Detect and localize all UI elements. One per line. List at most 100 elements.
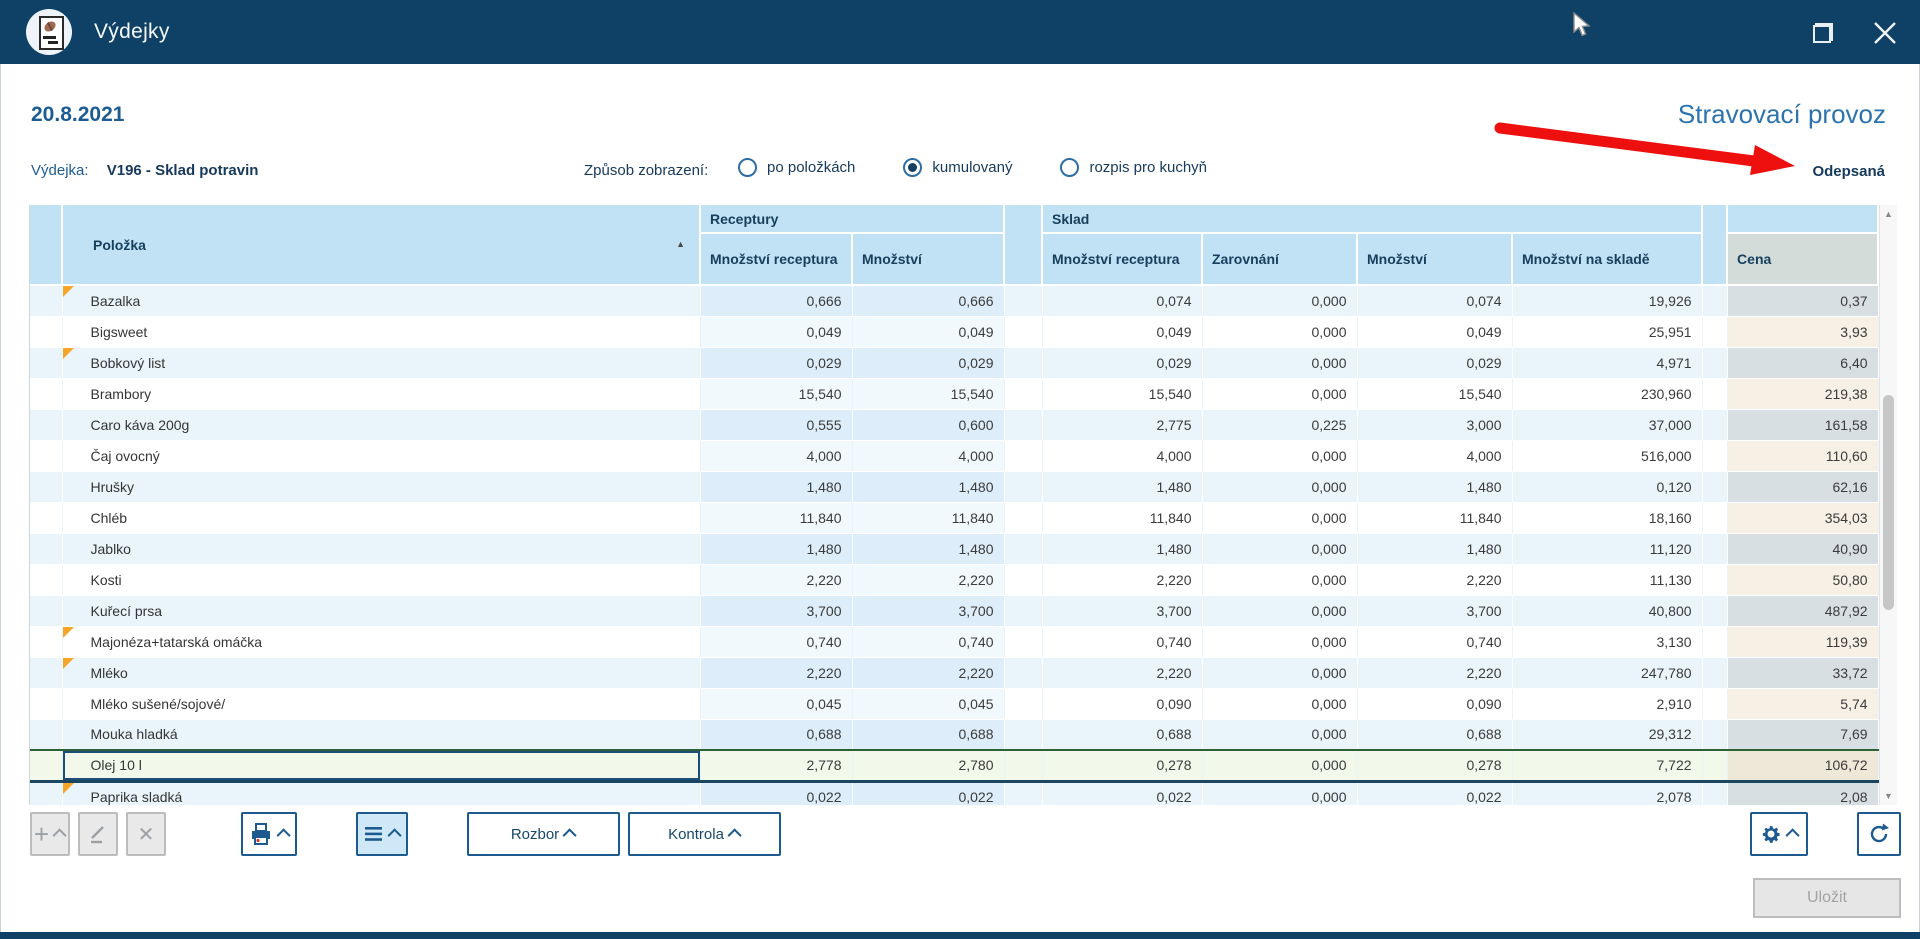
cell-rec-mnozstvi[interactable]: 0,666 xyxy=(852,285,1005,317)
table-row[interactable]: Chléb 11,840 11,840 11,840 0,000 11,840 … xyxy=(30,502,1879,534)
cell-polozka[interactable]: Paprika sladká xyxy=(62,781,701,805)
cell-sklad-mnozstvi-receptura[interactable]: 1,480 xyxy=(1042,533,1203,565)
cell-rec-mnozstvi-receptura[interactable]: 4,000 xyxy=(700,440,853,472)
table-row[interactable]: Mléko 2,220 2,220 2,220 0,000 2,220 247,… xyxy=(30,657,1879,689)
cell-cena[interactable]: 5,74 xyxy=(1727,688,1879,720)
cell-rec-mnozstvi[interactable]: 0,740 xyxy=(852,626,1005,658)
cell-sklad-mnozstvi-receptura[interactable]: 0,049 xyxy=(1042,316,1203,348)
cell-rec-mnozstvi-receptura[interactable]: 3,700 xyxy=(700,595,853,627)
cell-rec-mnozstvi-receptura[interactable]: 2,220 xyxy=(700,657,853,689)
radio-rozpis-pro-kuchyn[interactable]: rozpis pro kuchyň xyxy=(1060,158,1207,177)
column-header-zarovnani[interactable]: Zarovnání xyxy=(1202,233,1358,286)
table-row[interactable]: Olej 10 l 2,778 2,780 0,278 0,000 0,278 … xyxy=(30,749,1879,783)
cell-cena[interactable]: 106,72 xyxy=(1727,749,1879,783)
cell-polozka[interactable]: Majonéza+tatarská omáčka xyxy=(62,626,701,658)
cell-rec-mnozstvi-receptura[interactable]: 0,049 xyxy=(700,316,853,348)
cell-cena[interactable]: 110,60 xyxy=(1727,440,1879,472)
cell-rec-mnozstvi[interactable]: 2,780 xyxy=(852,749,1005,783)
cell-rec-mnozstvi[interactable]: 0,600 xyxy=(852,409,1005,441)
cell-zarovnani[interactable]: 0,000 xyxy=(1202,533,1358,565)
cell-rec-mnozstvi-receptura[interactable]: 0,666 xyxy=(700,285,853,317)
cell-polozka[interactable]: Brambory xyxy=(62,378,701,410)
cell-mnozstvi-na-sklade[interactable]: 4,971 xyxy=(1512,347,1703,379)
cell-cena[interactable]: 62,16 xyxy=(1727,471,1879,503)
cell-polozka[interactable]: Hrušky xyxy=(62,471,701,503)
row-marker-cell[interactable] xyxy=(30,502,63,534)
cell-mnozstvi[interactable]: 0,090 xyxy=(1357,688,1513,720)
cell-mnozstvi[interactable]: 0,074 xyxy=(1357,285,1513,317)
cell-polozka[interactable]: Mléko sušené/sojové/ xyxy=(62,688,701,720)
delete-row-button[interactable]: ✕ xyxy=(126,812,166,856)
settings-button[interactable] xyxy=(1750,812,1808,856)
cell-mnozstvi-na-sklade[interactable]: 37,000 xyxy=(1512,409,1703,441)
cell-polozka[interactable]: Caro káva 200g xyxy=(62,409,701,441)
cell-sklad-mnozstvi-receptura[interactable]: 4,000 xyxy=(1042,440,1203,472)
cell-cena[interactable]: 161,58 xyxy=(1727,409,1879,441)
cell-rec-mnozstvi-receptura[interactable]: 15,540 xyxy=(700,378,853,410)
cell-zarovnani[interactable]: 0,000 xyxy=(1202,502,1358,534)
scrollbar-thumb[interactable] xyxy=(1883,395,1894,610)
cell-mnozstvi-na-sklade[interactable]: 19,926 xyxy=(1512,285,1703,317)
cell-mnozstvi[interactable]: 3,000 xyxy=(1357,409,1513,441)
cell-polozka[interactable]: Bigsweet xyxy=(62,316,701,348)
row-marker-cell[interactable] xyxy=(30,626,63,658)
cell-rec-mnozstvi-receptura[interactable]: 0,740 xyxy=(700,626,853,658)
cell-cena[interactable]: 119,39 xyxy=(1727,626,1879,658)
cell-polozka[interactable]: Kuřecí prsa xyxy=(62,595,701,627)
cell-mnozstvi[interactable]: 1,480 xyxy=(1357,471,1513,503)
cell-sklad-mnozstvi-receptura[interactable]: 0,688 xyxy=(1042,719,1203,751)
cell-zarovnani[interactable]: 0,000 xyxy=(1202,471,1358,503)
row-marker-cell[interactable] xyxy=(30,595,63,627)
cell-mnozstvi-na-sklade[interactable]: 7,722 xyxy=(1512,749,1703,783)
cell-zarovnani[interactable]: 0,000 xyxy=(1202,440,1358,472)
cell-mnozstvi-na-sklade[interactable]: 11,130 xyxy=(1512,564,1703,596)
table-row[interactable]: Kosti 2,220 2,220 2,220 0,000 2,220 11,1… xyxy=(30,564,1879,596)
cell-mnozstvi[interactable]: 2,220 xyxy=(1357,657,1513,689)
cell-mnozstvi[interactable]: 3,700 xyxy=(1357,595,1513,627)
cell-mnozstvi[interactable]: 1,480 xyxy=(1357,533,1513,565)
cell-polozka[interactable]: Mouka hladká xyxy=(62,719,701,751)
cell-sklad-mnozstvi-receptura[interactable]: 11,840 xyxy=(1042,502,1203,534)
table-row[interactable]: Brambory 15,540 15,540 15,540 0,000 15,5… xyxy=(30,378,1879,410)
cell-zarovnani[interactable]: 0,225 xyxy=(1202,409,1358,441)
row-marker-cell[interactable] xyxy=(30,749,63,783)
table-row[interactable]: Čaj ovocný 4,000 4,000 4,000 0,000 4,000… xyxy=(30,440,1879,472)
cell-polozka[interactable]: Čaj ovocný xyxy=(62,440,701,472)
scroll-up-icon[interactable]: ▲ xyxy=(1884,209,1893,219)
cell-rec-mnozstvi[interactable]: 11,840 xyxy=(852,502,1005,534)
cell-polozka[interactable]: Mléko xyxy=(62,657,701,689)
cell-mnozstvi[interactable]: 15,540 xyxy=(1357,378,1513,410)
cell-cena[interactable]: 3,93 xyxy=(1727,316,1879,348)
cell-sklad-mnozstvi-receptura[interactable]: 0,074 xyxy=(1042,285,1203,317)
table-row[interactable]: Kuřecí prsa 3,700 3,700 3,700 0,000 3,70… xyxy=(30,595,1879,627)
cell-zarovnani[interactable]: 0,000 xyxy=(1202,781,1358,805)
cell-mnozstvi-na-sklade[interactable]: 29,312 xyxy=(1512,719,1703,751)
row-marker-cell[interactable] xyxy=(30,378,63,410)
cell-cena[interactable]: 33,72 xyxy=(1727,657,1879,689)
edit-row-button[interactable] xyxy=(78,812,118,856)
list-view-button[interactable] xyxy=(356,812,408,856)
cell-polozka[interactable]: Jablko xyxy=(62,533,701,565)
cell-rec-mnozstvi-receptura[interactable]: 0,045 xyxy=(700,688,853,720)
cell-rec-mnozstvi-receptura[interactable]: 0,555 xyxy=(700,409,853,441)
cell-rec-mnozstvi[interactable]: 0,029 xyxy=(852,347,1005,379)
row-marker-cell[interactable] xyxy=(30,316,63,348)
kontrola-button[interactable]: Kontrola xyxy=(628,812,781,856)
row-marker-cell[interactable] xyxy=(30,781,63,805)
vertical-scrollbar[interactable]: ▲ ▼ xyxy=(1879,205,1897,805)
cell-zarovnani[interactable]: 0,000 xyxy=(1202,316,1358,348)
cell-zarovnani[interactable]: 0,000 xyxy=(1202,688,1358,720)
cell-cena[interactable]: 40,90 xyxy=(1727,533,1879,565)
cell-mnozstvi[interactable]: 4,000 xyxy=(1357,440,1513,472)
cell-mnozstvi[interactable]: 2,220 xyxy=(1357,564,1513,596)
table-row[interactable]: Paprika sladká 0,022 0,022 0,022 0,000 0… xyxy=(30,781,1879,805)
cell-rec-mnozstvi[interactable]: 1,480 xyxy=(852,533,1005,565)
cell-cena[interactable]: 354,03 xyxy=(1727,502,1879,534)
save-button[interactable]: Uložit xyxy=(1753,878,1901,918)
cell-polozka[interactable]: Olej 10 l xyxy=(62,749,701,783)
row-marker-cell[interactable] xyxy=(30,409,63,441)
table-row[interactable]: Bobkový list 0,029 0,029 0,029 0,000 0,0… xyxy=(30,347,1879,379)
cell-sklad-mnozstvi-receptura[interactable]: 0,278 xyxy=(1042,749,1203,783)
row-marker-cell[interactable] xyxy=(30,347,63,379)
cell-rec-mnozstvi[interactable]: 1,480 xyxy=(852,471,1005,503)
